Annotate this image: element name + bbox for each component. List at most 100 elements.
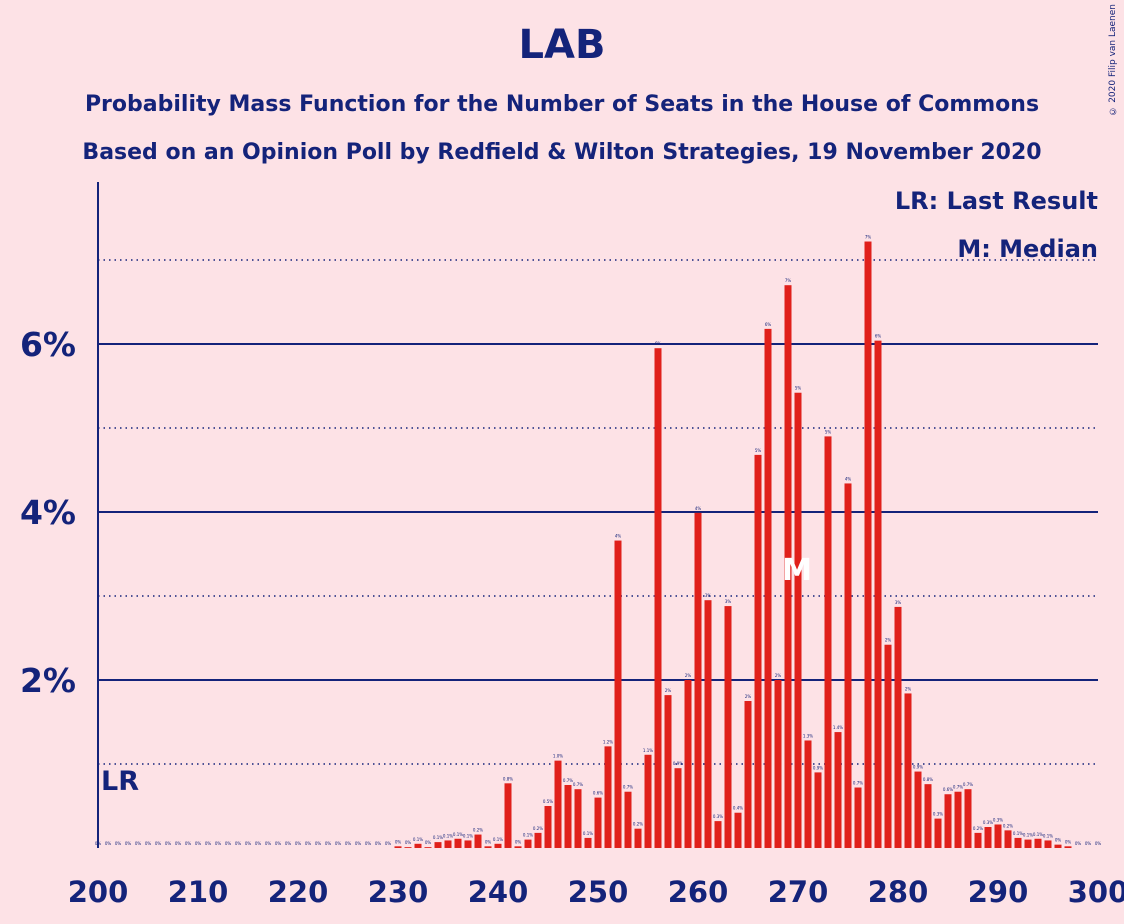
bar	[544, 806, 552, 848]
bar-label: 0.2%	[1003, 823, 1013, 828]
x-tick-label: 250	[568, 875, 629, 909]
x-tick-label: 200	[68, 875, 129, 909]
bar	[404, 847, 412, 848]
bar	[584, 837, 592, 848]
bar-label: 0%	[285, 841, 292, 846]
bar-label: 0%	[225, 841, 232, 846]
bar-label: 1.4%	[833, 725, 843, 730]
bar	[934, 818, 942, 848]
bar-label: 0.5%	[543, 799, 553, 804]
bar	[764, 328, 772, 848]
bar-label: 0.2%	[633, 822, 643, 827]
bars	[394, 241, 1072, 848]
bar-label: 0.1%	[523, 833, 533, 838]
legend-last-result: LR: Last Result	[895, 187, 1098, 215]
bar	[444, 840, 452, 848]
bar-label: 0.9%	[813, 765, 823, 770]
bar-label: 0.3%	[713, 814, 723, 819]
bar-label: 3%	[725, 599, 732, 604]
bar-label: 0.6%	[943, 787, 953, 792]
bar	[594, 797, 602, 848]
bar	[1044, 840, 1052, 848]
bar-label: 0.1%	[583, 831, 593, 836]
bar-label: 0.1%	[443, 833, 453, 838]
bar	[564, 785, 572, 848]
x-tick-label: 300	[1068, 875, 1124, 909]
bar	[634, 828, 642, 848]
bar	[954, 791, 962, 848]
bar-label: 0%	[205, 841, 212, 846]
x-tick-label: 260	[668, 875, 729, 909]
bar	[874, 340, 882, 848]
bar	[574, 789, 582, 848]
bar	[964, 789, 972, 848]
bar-label: 0%	[295, 841, 302, 846]
x-tick-label: 270	[768, 875, 829, 909]
bar-label: 0.7%	[963, 782, 973, 787]
bar	[984, 827, 992, 848]
bar-label: 2%	[685, 673, 692, 678]
bar	[394, 846, 402, 848]
bar-label: 0.7%	[623, 785, 633, 790]
markers: LR M	[101, 553, 812, 797]
x-tick-label: 240	[468, 875, 529, 909]
bar-label: 1.0%	[553, 754, 563, 759]
legend: LR: Last Result M: Median	[895, 187, 1098, 263]
bar-label: 7%	[785, 278, 792, 283]
bar-label: 0%	[145, 841, 152, 846]
bar-label: 1.1%	[643, 748, 653, 753]
chart-subtitle-1: Probability Mass Function for the Number…	[84, 92, 1040, 117]
bar-label: 0%	[105, 841, 112, 846]
bar	[994, 824, 1002, 848]
bar-label: 0%	[215, 841, 222, 846]
bar	[944, 794, 952, 848]
bar-label: 0%	[155, 841, 162, 846]
bar	[1054, 844, 1062, 848]
bar-label: 0.1%	[413, 837, 423, 842]
bar-label: 0%	[1095, 841, 1102, 846]
bar-label: 5%	[755, 448, 762, 453]
bar-label: 0%	[315, 841, 322, 846]
bar	[734, 812, 742, 848]
bar	[454, 838, 462, 848]
bar-label: 0.1%	[433, 835, 443, 840]
bar	[654, 348, 662, 848]
bar-label: 0%	[125, 841, 132, 846]
bar	[494, 843, 502, 848]
bar-label: 6%	[655, 341, 662, 346]
bar-label: 4%	[615, 534, 622, 539]
bar-label: 0%	[1065, 839, 1072, 844]
bar-label: 0%	[335, 841, 342, 846]
bar	[1014, 837, 1022, 848]
grid-lines: 2% 4% 6%	[20, 259, 1098, 765]
bar-label: 5%	[825, 429, 832, 434]
bar-label: 0.9%	[913, 765, 923, 770]
bar-label: 0.9%	[673, 761, 683, 766]
bar-label: 0.7%	[953, 785, 963, 790]
bar	[614, 540, 622, 848]
bar-label: 0.3%	[933, 812, 943, 817]
bar-label: 0%	[515, 839, 522, 844]
bar-label: 0.2%	[473, 828, 483, 833]
bar-label: 2%	[885, 638, 892, 643]
bar	[484, 846, 492, 848]
bar-label: 0%	[1075, 841, 1082, 846]
bar	[854, 787, 862, 848]
bar-label: 0%	[115, 841, 122, 846]
bar-label: 0%	[395, 839, 402, 844]
bar	[814, 772, 822, 848]
bar-label: 5%	[795, 386, 802, 391]
bar-label: 0%	[165, 841, 172, 846]
bar-label: 0%	[175, 841, 182, 846]
bar-label: 0%	[275, 841, 282, 846]
bar	[624, 791, 632, 848]
bar	[804, 740, 812, 848]
x-tick-label: 290	[968, 875, 1029, 909]
bar	[724, 606, 732, 848]
bar	[704, 600, 712, 848]
bar-label: 0.1%	[1013, 831, 1023, 836]
bar	[784, 285, 792, 848]
bar-label: 0.1%	[1043, 833, 1053, 838]
bar-label: 0.1%	[1023, 833, 1033, 838]
x-tick-label: 220	[268, 875, 329, 909]
